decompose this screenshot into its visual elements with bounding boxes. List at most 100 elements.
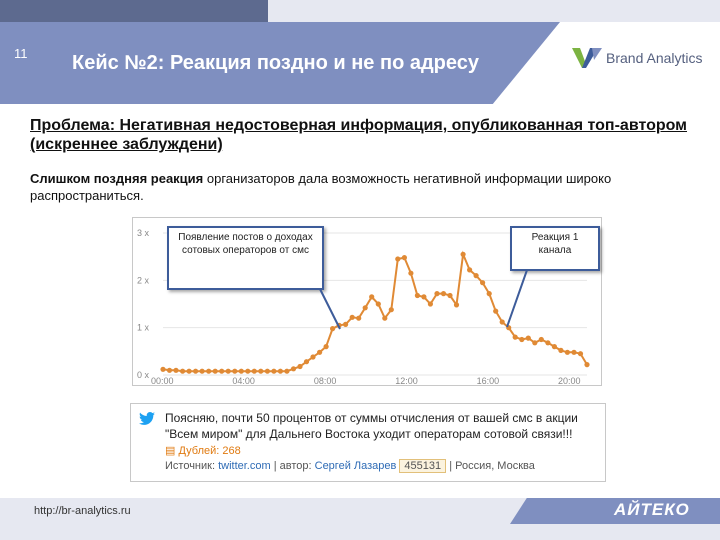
data-point: [447, 292, 453, 299]
data-point: [473, 273, 479, 279]
problem-heading: Проблема: Негативная недостоверная инфор…: [30, 117, 688, 153]
location-text: | Россия, Москва: [449, 460, 535, 472]
data-point: [199, 368, 205, 374]
tweet-duplicates: ▤ Дублей: 268: [165, 444, 241, 457]
tweet-text: Поясняю, почти 50 процентов от суммы отч…: [165, 411, 578, 441]
header-band: [0, 22, 560, 104]
data-point: [427, 301, 433, 307]
duplicates-count: Дублей: 268: [178, 445, 241, 457]
data-point: [493, 308, 499, 314]
author-id-badge: 455131: [399, 459, 447, 473]
header-dark-bar: [0, 0, 268, 22]
data-point: [453, 302, 460, 308]
x-tick-label: 16:00: [477, 376, 500, 385]
data-point: [375, 301, 381, 307]
data-point: [193, 368, 199, 374]
data-point: [577, 351, 584, 357]
callout-channel-reaction: Реакция 1 канала: [510, 226, 600, 271]
data-point: [173, 367, 179, 373]
data-point: [401, 255, 407, 261]
y-tick-label: 0 x: [137, 370, 150, 380]
data-point: [180, 368, 186, 374]
x-tick-label: 20:00: [558, 376, 581, 385]
data-point: [440, 291, 447, 297]
data-point: [519, 336, 525, 343]
data-point: [434, 291, 440, 297]
tweet-meta: Источник: twitter.com | автор: Сергей Ла…: [165, 459, 535, 473]
data-point: [551, 344, 557, 350]
data-point: [545, 340, 551, 346]
header-strip: [268, 0, 720, 22]
data-point: [512, 334, 518, 340]
data-point: [388, 307, 394, 313]
data-point: [538, 336, 544, 343]
data-point: [277, 368, 283, 374]
data-point: [343, 321, 349, 327]
data-point: [284, 368, 290, 374]
source-link[interactable]: twitter.com: [218, 460, 271, 472]
author-label: | автор:: [273, 460, 312, 472]
pointer-line-2: [506, 269, 528, 328]
paragraph-bold: Слишком поздняя реакция: [30, 171, 204, 186]
data-point: [251, 368, 257, 374]
slide-title: Кейс №2: Реакция поздно и не по адресу: [72, 52, 479, 74]
twitter-bird-icon: [139, 412, 155, 425]
brand-analytics-logo-icon: [572, 48, 602, 68]
callout-posts-appear: Появление постов о доходах сотовых опера…: [167, 226, 324, 290]
data-point: [160, 366, 166, 372]
data-point: [480, 280, 486, 286]
data-point: [225, 368, 231, 374]
data-point: [206, 368, 212, 374]
source-label: Источник:: [165, 460, 216, 472]
data-point: [310, 354, 316, 360]
y-tick-label: 3 x: [137, 228, 150, 238]
data-point: [421, 294, 427, 300]
data-point: [349, 314, 355, 320]
y-tick-label: 2 x: [137, 275, 150, 285]
data-point: [297, 363, 303, 370]
author-link[interactable]: Сергей Лазарев: [314, 460, 397, 472]
slide-number: 11: [14, 46, 28, 61]
data-point: [330, 326, 336, 332]
data-point: [467, 267, 473, 273]
x-tick-label: 08:00: [314, 376, 337, 385]
data-point: [525, 335, 531, 341]
data-point: [408, 270, 414, 276]
data-point: [486, 291, 492, 297]
paragraph-rest: организаторов дала возможность негативно…: [30, 171, 612, 203]
data-point: [362, 305, 368, 311]
data-point: [212, 368, 218, 374]
data-point: [532, 340, 538, 346]
logo-text: Brand Analytics: [606, 50, 703, 66]
data-point: [558, 347, 564, 353]
data-point: [460, 251, 466, 257]
data-point: [414, 292, 420, 299]
data-point: [166, 367, 173, 373]
data-point: [369, 294, 375, 300]
footer-brand-logo: АЙТЕКО: [614, 500, 690, 519]
description-paragraph: Слишком поздняя реакция организаторов да…: [30, 170, 690, 204]
footer-url[interactable]: http://br-analytics.ru: [34, 505, 131, 517]
data-point: [356, 315, 362, 321]
data-point: [571, 349, 577, 355]
data-point: [219, 368, 225, 374]
brand-analytics-logo: Brand Analytics: [572, 46, 703, 72]
x-tick-label: 04:00: [232, 376, 255, 385]
y-tick-label: 1 x: [137, 323, 150, 333]
data-point: [303, 359, 310, 365]
footer-brand-band: [510, 498, 720, 524]
data-point: [186, 368, 192, 374]
x-tick-label: 12:00: [395, 376, 418, 385]
data-point: [271, 368, 277, 374]
data-point: [232, 368, 238, 374]
data-point: [323, 344, 329, 350]
data-point: [564, 349, 570, 355]
data-point: [499, 319, 505, 325]
data-point: [258, 368, 264, 374]
duplicates-icon: ▤: [165, 445, 176, 457]
data-point: [290, 366, 297, 372]
data-point: [238, 368, 244, 374]
data-point: [395, 256, 401, 262]
data-point: [382, 315, 388, 321]
